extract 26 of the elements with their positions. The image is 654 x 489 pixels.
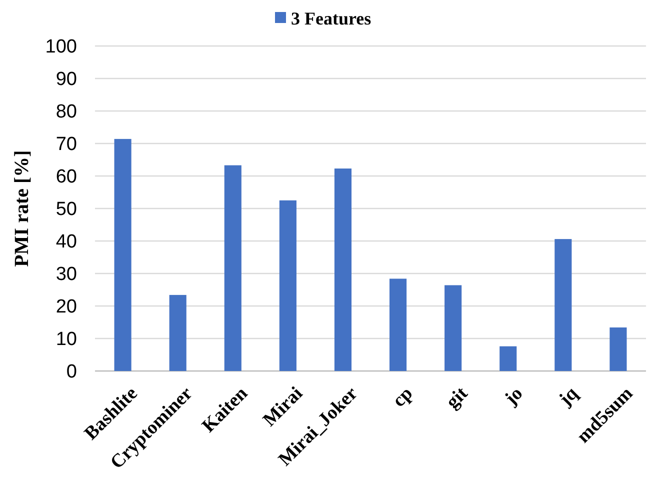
- y-tick-label: 30: [56, 264, 77, 286]
- y-tick-label: 90: [56, 69, 77, 90]
- y-tick-label: 60: [56, 166, 77, 188]
- bar: [444, 285, 462, 371]
- y-tick-label: 40: [56, 232, 77, 253]
- bar: [334, 168, 352, 371]
- x-tick-label: git: [442, 382, 472, 413]
- bar: [114, 138, 132, 371]
- y-tick-label: 50: [56, 199, 77, 220]
- bar: [500, 346, 517, 371]
- bar: [224, 165, 242, 371]
- y-axis-title: PMI rate [%]: [11, 150, 33, 267]
- y-tick-label: 20: [56, 296, 77, 318]
- x-tick-label: jo: [500, 383, 528, 410]
- x-tick-label: cp: [388, 383, 417, 412]
- bar: [169, 294, 186, 371]
- y-tick-label: 100: [45, 36, 77, 58]
- y-tick-label: 0: [66, 362, 77, 383]
- bar: [389, 278, 407, 371]
- y-tick-label: 80: [56, 102, 77, 123]
- legend-label: 3 Features: [291, 8, 372, 28]
- y-tick-label: 70: [56, 134, 77, 156]
- bar: [279, 200, 296, 371]
- bar: [610, 327, 627, 371]
- bar: [554, 239, 572, 371]
- y-tick-label: 10: [56, 329, 77, 350]
